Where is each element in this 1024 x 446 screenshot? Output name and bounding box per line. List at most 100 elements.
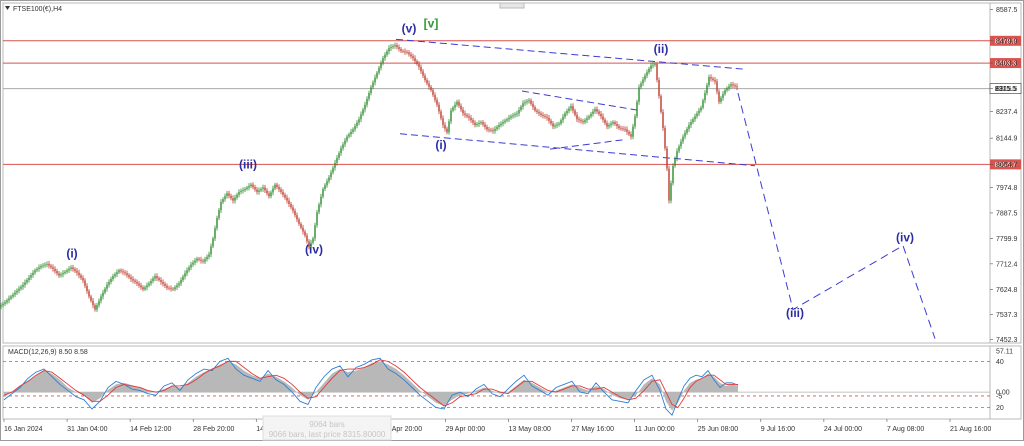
candle-body — [284, 194, 286, 198]
watermark-line1: 9064 bars — [309, 420, 345, 429]
candle-body — [220, 202, 222, 211]
candle-body — [196, 258, 198, 261]
price-tick-label: 7799.9 — [996, 236, 1018, 243]
candle-body — [312, 238, 314, 243]
candle-body — [670, 183, 672, 201]
candle-body — [110, 279, 112, 282]
candle-body — [706, 85, 708, 94]
candle-body — [690, 122, 692, 126]
candle-body — [470, 117, 472, 121]
candle-body — [512, 115, 514, 117]
candle-body — [208, 254, 210, 257]
candle-body — [398, 47, 400, 50]
wave-labels: (i) (iii) (iv) (v) [v] (i) (ii) (iii) (iv) — [66, 17, 914, 320]
candle-body — [550, 120, 552, 124]
candle-body — [678, 146, 680, 152]
wave-projection — [737, 92, 936, 339]
candle-body — [380, 63, 382, 68]
candle-body — [726, 88, 728, 91]
candle-body — [122, 271, 124, 273]
price-tick-label: 7974.8 — [996, 185, 1018, 192]
price-axis-ticks: 8587.5 8479.9 8403.3 8315.5 8237.4 8144.9 8054… — [990, 7, 1018, 344]
candle-body — [190, 264, 192, 268]
candle-body — [54, 268, 56, 272]
candle-body — [240, 190, 242, 192]
price-tick-label: 7624.8 — [996, 287, 1018, 294]
price-tick-label: 8144.9 — [996, 136, 1018, 143]
candle-body — [616, 124, 618, 127]
candle-body — [334, 162, 336, 168]
candle-body — [8, 298, 10, 301]
price-tick-label: 8403.3 — [996, 61, 1018, 68]
candle-body — [6, 300, 8, 303]
candle-body — [22, 284, 24, 287]
candle-body — [428, 83, 430, 87]
candle-body — [92, 300, 94, 306]
candle-body — [548, 117, 550, 121]
candle-body — [282, 191, 284, 195]
candle-body — [730, 84, 732, 87]
candle-body — [504, 120, 506, 123]
candle-body — [162, 281, 164, 284]
candle-body — [590, 113, 592, 117]
candle-body — [508, 117, 510, 120]
chevron-down-icon[interactable] — [5, 6, 10, 10]
candle-body — [608, 125, 610, 127]
candle-body — [222, 199, 224, 203]
candle-body — [528, 100, 530, 102]
candle-body — [650, 65, 652, 69]
candle-body — [644, 75, 646, 80]
candle-body — [594, 109, 596, 112]
candle-body — [472, 120, 474, 123]
current-price-label: 8315.5 — [995, 86, 1017, 93]
candle-body — [20, 286, 22, 289]
candle-body — [36, 268, 38, 271]
candle-body — [448, 121, 450, 133]
macd-histogram — [4, 361, 738, 411]
candle-body — [322, 188, 324, 197]
candle-body — [194, 260, 196, 263]
candle-body — [606, 123, 608, 127]
candle-body — [478, 123, 480, 125]
level-price-label: 8479.9 — [995, 38, 1017, 45]
candle-body — [298, 219, 300, 224]
candle-body — [458, 101, 460, 106]
scroll-tab[interactable] — [499, 2, 525, 9]
candle-body — [106, 284, 108, 289]
candle-body — [154, 276, 156, 279]
candle-body — [146, 285, 148, 288]
candle-body — [538, 111, 540, 114]
candle-body — [290, 203, 292, 208]
candle-body — [402, 50, 404, 52]
candle-body — [286, 197, 288, 201]
candle-body — [134, 280, 136, 282]
candle-body — [66, 270, 68, 272]
candle-body — [338, 153, 340, 158]
candle-body — [130, 277, 132, 280]
candle-body — [160, 280, 162, 282]
candle-body — [82, 277, 84, 281]
candle-body — [216, 218, 218, 229]
candle-body — [436, 99, 438, 105]
candle-body — [42, 265, 44, 267]
candle-body — [488, 129, 490, 131]
candle-body — [138, 283, 140, 286]
time-tick-label: 28 Feb 20:00 — [193, 426, 234, 433]
trendlines — [395, 38, 756, 167]
candle-body — [674, 158, 676, 166]
candle-body — [166, 285, 168, 288]
candle-body — [356, 122, 358, 127]
time-tick-label: 12 Apr 20:00 — [382, 426, 422, 433]
candle-body — [416, 61, 418, 65]
time-tick-label: 24 Jul 00:00 — [824, 426, 862, 433]
candle-body — [300, 223, 302, 228]
candle-body — [426, 80, 428, 84]
candle-body — [44, 264, 46, 266]
candle-body — [620, 127, 622, 129]
candle-body — [526, 101, 528, 103]
candle-body — [544, 115, 546, 117]
candle-body — [108, 281, 110, 285]
candle-body — [360, 114, 362, 120]
